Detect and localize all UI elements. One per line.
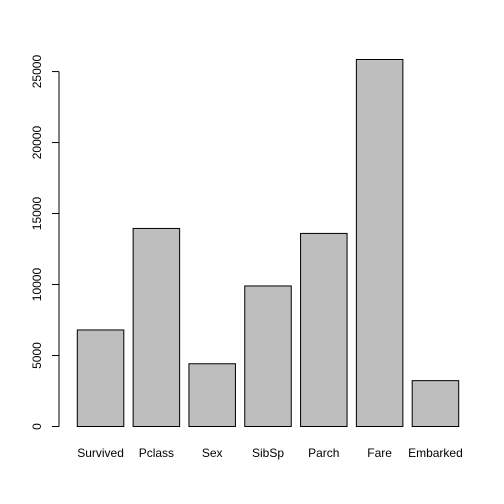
bar-embarked <box>411 380 460 428</box>
bar-sex <box>188 363 236 427</box>
bar-fare <box>355 59 404 427</box>
x-category-label: Pclass <box>139 446 174 460</box>
x-category-label: Fare <box>367 446 392 460</box>
y-axis: 0 5000 10000 15000 20000 25000 <box>30 55 60 430</box>
x-category-label: SibSp <box>252 446 284 460</box>
y-tick-label: 0 <box>30 423 44 430</box>
y-tick-label: 15000 <box>30 197 44 231</box>
bars-group <box>76 59 460 428</box>
x-category-label: Sex <box>202 446 223 460</box>
bar-parch <box>300 232 348 427</box>
y-tick-label: 5000 <box>30 342 44 369</box>
x-axis-labels: Survived Pclass Sex SibSp Parch Fare Embarked <box>77 446 463 460</box>
x-category-label: Embarked <box>408 446 463 460</box>
x-category-label: Parch <box>308 446 339 460</box>
bar-sibsp <box>244 285 292 427</box>
x-category-label: Survived <box>77 446 124 460</box>
bar-survived <box>76 329 125 427</box>
y-tick-label: 25000 <box>30 55 44 89</box>
bar-pclass <box>132 227 181 427</box>
y-tick-label: 20000 <box>30 126 44 160</box>
y-tick-label: 10000 <box>30 268 44 302</box>
